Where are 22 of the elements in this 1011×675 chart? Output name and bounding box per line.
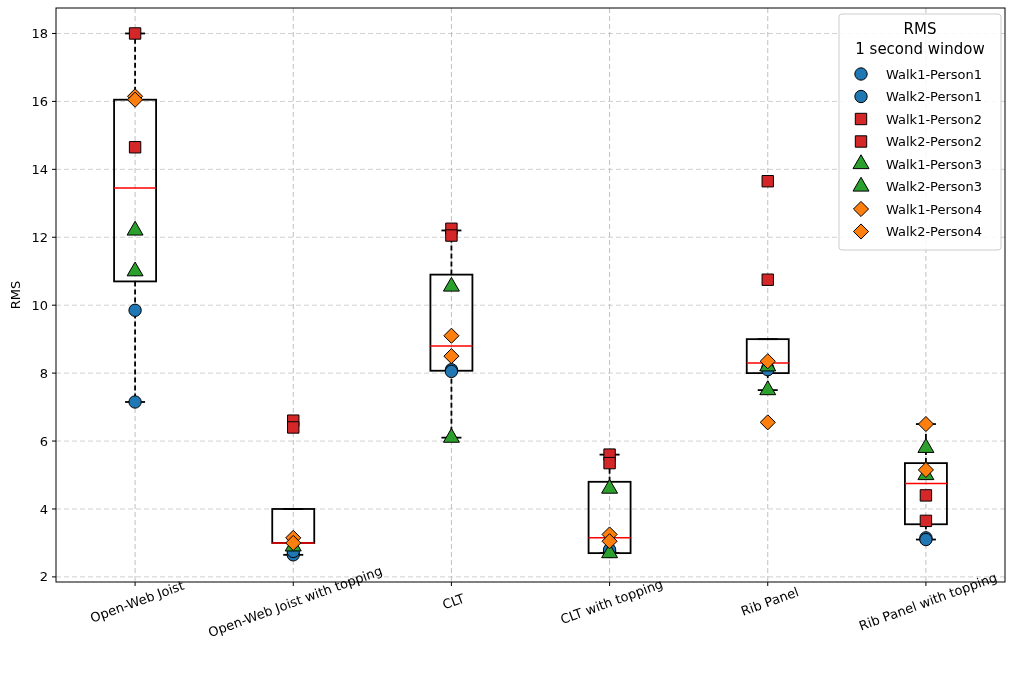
x-tick-label: Rib Panel xyxy=(738,584,801,619)
legend-label: Walk2-Person3 xyxy=(886,179,983,195)
y-tick-label: 4 xyxy=(39,501,48,517)
y-tick-label: 14 xyxy=(31,161,48,177)
legend-title: RMS 1 second window xyxy=(855,20,985,58)
legend-label: Walk1-Person4 xyxy=(886,201,983,217)
legend-label: Walk1-Person1 xyxy=(886,66,983,82)
legend-label: Walk2-Person4 xyxy=(886,224,983,240)
legend-label: Walk1-Person3 xyxy=(886,156,983,172)
y-tick-label: 12 xyxy=(31,229,48,245)
y-tick-label: 10 xyxy=(31,297,48,313)
legend-label: Walk2-Person2 xyxy=(886,134,983,150)
x-tick-label: CLT xyxy=(440,590,467,613)
y-tick-label: 16 xyxy=(31,93,48,109)
y-tick-label: 6 xyxy=(39,433,48,449)
legend-label: Walk2-Person1 xyxy=(886,89,983,105)
y-tick-label: 2 xyxy=(39,569,48,585)
legend-label: Walk1-Person2 xyxy=(886,111,983,127)
y-tick-label: 18 xyxy=(31,26,48,42)
x-tick-label: Rib Panel with topping xyxy=(856,569,999,634)
y-tick-label: 8 xyxy=(39,365,48,381)
y-axis-title: RMS xyxy=(8,280,23,310)
